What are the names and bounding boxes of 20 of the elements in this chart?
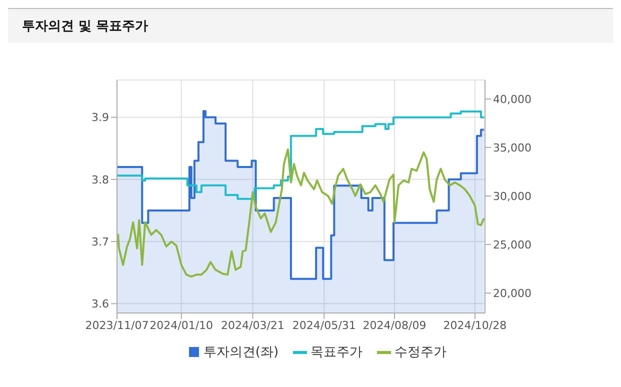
y2-tick-label: 30,000	[493, 190, 532, 203]
y-tick-label: 3.9	[92, 111, 109, 124]
legend-label: 투자의견(좌)	[203, 344, 279, 361]
x-tick-label: 2024/05/31	[292, 318, 356, 332]
y2-tick-label: 40,000	[493, 92, 532, 106]
y2-tick-label: 25,000	[493, 238, 532, 252]
y-tick-label: 3.6	[92, 298, 109, 311]
x-tick-label: 2024/03/21	[221, 318, 284, 332]
legend-label: 목표주가	[310, 344, 363, 361]
y-tick-label: 3.8	[92, 173, 109, 186]
line-series	[117, 148, 485, 278]
chart-title: 투자의견 및 목표주가	[8, 8, 613, 43]
legend-label: 수정주가	[394, 344, 447, 361]
y2-tick-label: 20,000	[493, 287, 532, 300]
x-tick-label: 2023/11/07	[85, 318, 149, 332]
x-tick-label: 2024/08/09	[362, 318, 426, 332]
y-tick-label: 3.7	[92, 235, 109, 248]
x-tick-label: 2024/01/10	[150, 318, 214, 332]
y2-tick-label: 35,000	[493, 141, 532, 154]
x-tick-label: 2024/10/28	[443, 318, 507, 332]
